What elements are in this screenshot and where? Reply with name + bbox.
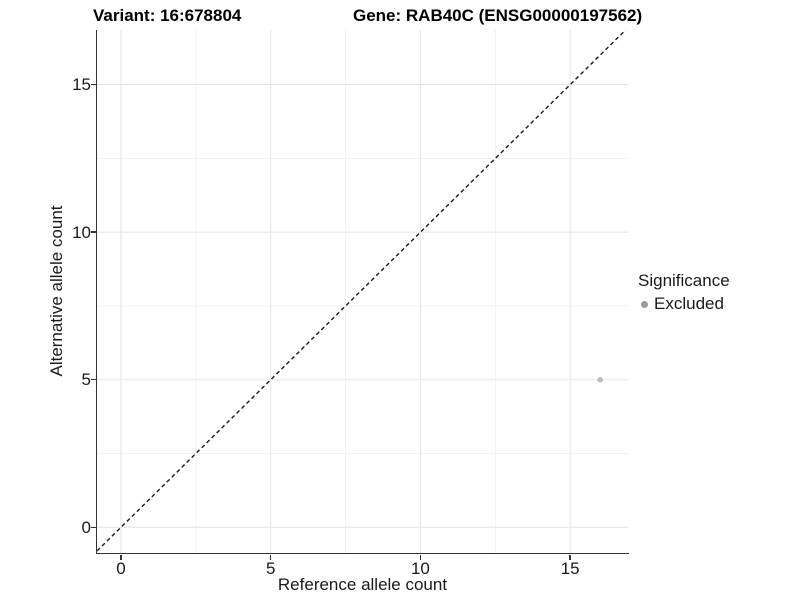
x-axis-line <box>95 553 629 554</box>
y-tick-mark <box>90 378 96 381</box>
y-tick-label: 10 <box>72 222 91 242</box>
y-tick-mark <box>90 526 96 529</box>
legend-item-label: Excluded <box>654 294 724 313</box>
y-tick-label: 0 <box>81 517 91 537</box>
x-tick-mark <box>120 554 122 560</box>
y-axis-line <box>95 30 97 554</box>
y-tick-label: 15 <box>72 75 91 95</box>
x-tick-mark <box>419 554 422 560</box>
x-tick-label: 0 <box>116 559 126 578</box>
legend-item-excluded: Excluded <box>638 294 730 314</box>
legend-items: Excluded <box>638 294 730 314</box>
identity-reference-line <box>97 30 627 552</box>
x-tick-mark <box>569 554 571 560</box>
data-point <box>597 376 603 383</box>
y-tick-mark <box>90 231 96 233</box>
x-axis-label: Reference allele count <box>277 575 448 594</box>
plot-canvas <box>97 30 628 553</box>
y-tick-label: 5 <box>81 370 91 390</box>
x-tick-mark <box>269 554 272 560</box>
plot-title-gene: Gene: RAB40C (ENSG00000197562) <box>353 6 643 25</box>
y-tick-mark <box>90 83 96 86</box>
plot-title-variant: Variant: 16:678804 <box>93 6 242 25</box>
legend-point-icon <box>641 300 648 308</box>
x-tick-label: 15 <box>560 559 580 578</box>
legend: Significance Excluded <box>638 271 730 314</box>
legend-title: Significance <box>638 271 730 290</box>
x-tick-label: 5 <box>265 559 276 578</box>
plot-panel <box>97 30 628 553</box>
x-tick-label: 10 <box>410 559 430 578</box>
